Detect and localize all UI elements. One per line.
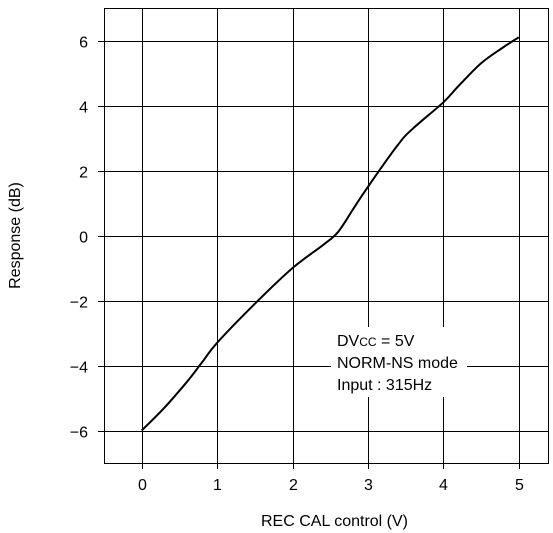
y-tick-label: 0 bbox=[79, 230, 88, 247]
x-axis-title: REC CAL control (V) bbox=[261, 513, 408, 530]
y-axis-title: Response (dB) bbox=[7, 182, 24, 289]
plot-frame bbox=[103, 7, 550, 465]
series bbox=[140, 36, 520, 432]
annotation-line-input: Input : 315Hz bbox=[337, 377, 432, 394]
x-tick-label: 3 bbox=[364, 477, 373, 494]
axes bbox=[98, 7, 550, 469]
annotation-line-supply: DVCC = 5V bbox=[337, 333, 415, 350]
x-tick-label: 4 bbox=[439, 477, 448, 494]
series-line-0 bbox=[140, 36, 520, 432]
x-tick-label: 1 bbox=[213, 477, 222, 494]
annotation: DVCC = 5V NORM-NS mode Input : 315Hz bbox=[331, 327, 467, 397]
y-tick-label: −2 bbox=[70, 295, 88, 312]
annotation-background bbox=[331, 327, 467, 397]
y-tick-label: 6 bbox=[79, 35, 88, 52]
labels: 0 1 2 3 4 5 −6 −4 −2 0 2 4 6 REC CAL control (V) Respo… bbox=[7, 35, 524, 531]
x-tick-label: 5 bbox=[515, 477, 524, 494]
y-tick-label: 4 bbox=[79, 100, 88, 117]
y-tick-label: 2 bbox=[79, 165, 88, 182]
annotation-subscript: CC bbox=[359, 335, 377, 349]
annotation-line-mode: NORM-NS mode bbox=[337, 355, 458, 372]
y-tick-label: −6 bbox=[70, 425, 88, 442]
x-tick-label: 0 bbox=[138, 477, 147, 494]
x-tick-label: 2 bbox=[289, 477, 298, 494]
grid bbox=[104, 8, 549, 463]
y-tick-label: −4 bbox=[70, 360, 88, 377]
